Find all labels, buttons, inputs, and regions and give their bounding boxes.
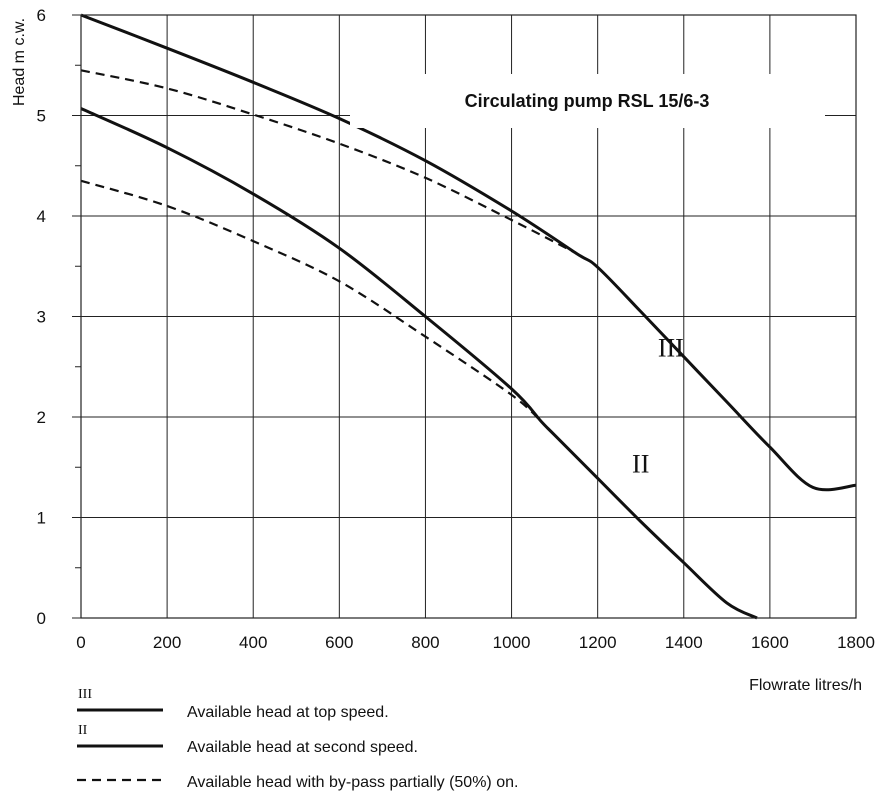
curve-label: III	[658, 334, 684, 363]
legend-item-bypass: Available head with by-pass partially (5…	[77, 774, 518, 791]
x-tick-label: 1000	[493, 633, 531, 652]
legend-item-second-speed: II Available head at second speed.	[77, 723, 418, 756]
legend-label: Available head at second speed.	[187, 739, 418, 756]
chart-title-backdrop	[350, 74, 825, 128]
speed-curve-ii	[80, 107, 758, 620]
x-tick-label: 1600	[751, 633, 789, 652]
y-tick-label: 3	[37, 308, 46, 327]
x-tick-label: 600	[325, 633, 353, 652]
legend-label: Available head with by-pass partially (5…	[187, 774, 518, 791]
axes	[72, 14, 857, 619]
series-curves	[80, 13, 857, 620]
x-tick-label: 800	[411, 633, 439, 652]
x-tick-label: 1400	[665, 633, 703, 652]
y-tick-label: 2	[37, 408, 46, 427]
x-tick-label: 1800	[837, 633, 875, 652]
y-tick-label: 6	[37, 6, 46, 25]
x-tick-label: 200	[153, 633, 181, 652]
y-tick-label: 4	[37, 207, 46, 226]
y-tick-label: 0	[37, 609, 46, 628]
bypass-curve-3	[80, 179, 543, 423]
chart-title: Circulating pump RSL 15/6-3	[465, 91, 710, 111]
x-axis-title: Flowrate litres/h	[749, 677, 862, 694]
x-tick-label: 1200	[579, 633, 617, 652]
legend: III Available head at top speed. II Avai…	[77, 687, 518, 791]
x-tick-label: 400	[239, 633, 267, 652]
y-axis-title: Head m c.w.	[11, 18, 28, 106]
legend-marker-label: III	[78, 687, 92, 702]
x-tick-label: 0	[76, 633, 85, 652]
tick-labels: 0 200 400 600 800 1000 1200 1400 1600 1800 0 1 2 3 4 5 6	[37, 6, 875, 652]
legend-label: Available head at top speed.	[187, 704, 389, 721]
legend-marker-label: II	[78, 723, 88, 738]
y-tick-label: 5	[37, 107, 46, 126]
plot-frame	[80, 14, 857, 619]
legend-item-top-speed: III Available head at top speed.	[77, 687, 389, 721]
bypass-curve-2	[80, 69, 577, 255]
curve-label: II	[632, 449, 649, 478]
y-tick-label: 1	[37, 509, 46, 528]
